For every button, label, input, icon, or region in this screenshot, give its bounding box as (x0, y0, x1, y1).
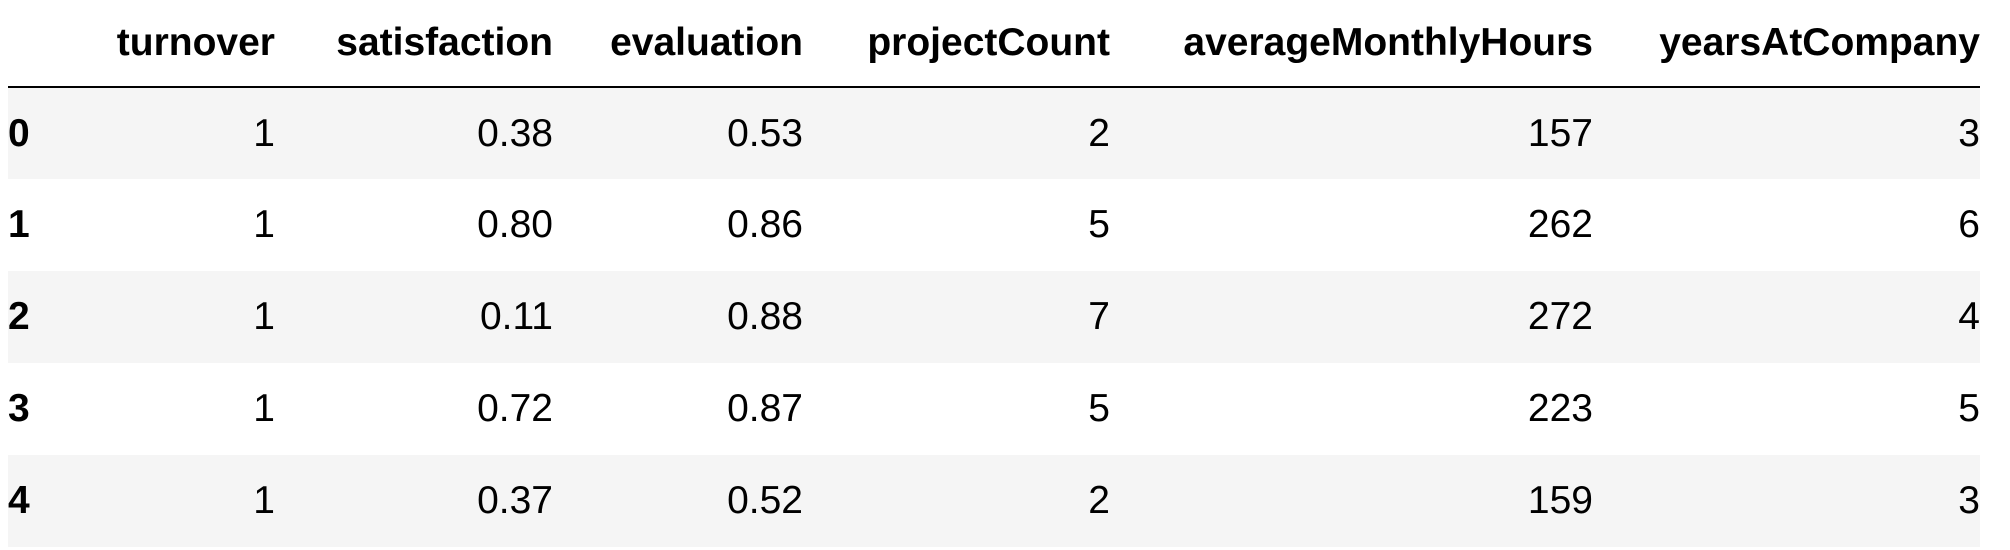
column-header-yearsatcompany: yearsAtCompany (1593, 0, 1980, 88)
table-cell: 0.37 (477, 479, 553, 522)
table-cell: 0.53 (727, 111, 803, 155)
table-cell: 0.86 (727, 203, 803, 246)
table-cell: 3 (1958, 479, 1980, 522)
table-cell: 272 (1527, 295, 1593, 338)
row-index: 1 (8, 203, 30, 246)
table-row: 1 1 0.80 0.86 5 262 6 (8, 179, 1980, 271)
table-header: turnover satisfaction evaluation project… (8, 0, 1980, 88)
table-cell: 0.52 (727, 479, 803, 522)
table-cell: 0.72 (477, 387, 553, 430)
table-row: 4 1 0.37 0.52 2 159 3 (8, 455, 1980, 547)
column-header-evaluation: evaluation (553, 0, 803, 88)
table-cell: 223 (1527, 387, 1593, 430)
table-cell: 0.11 (479, 295, 553, 338)
table-cell: 1 (253, 203, 275, 246)
table-body: 0 1 0.38 0.53 2 157 3 1 1 0.80 0.86 5 26… (8, 87, 1980, 547)
table-cell: 0.80 (477, 203, 553, 246)
column-header-projectcount: projectCount (803, 0, 1110, 88)
table-cell: 1 (253, 295, 275, 338)
table-row: 2 1 0.11 0.88 7 272 4 (8, 271, 1980, 363)
row-index: 4 (8, 479, 30, 522)
table-cell: 262 (1527, 203, 1593, 246)
table-cell: 159 (1527, 479, 1593, 522)
table-cell: 5 (1088, 387, 1110, 430)
table-cell: 0.38 (477, 111, 553, 155)
column-header-satisfaction: satisfaction (275, 0, 553, 88)
table-cell: 5 (1958, 387, 1980, 430)
table-cell: 7 (1088, 295, 1110, 338)
table-cell: 1 (253, 387, 275, 430)
table-cell: 2 (1088, 479, 1110, 522)
table-cell: 5 (1088, 203, 1110, 246)
table-cell: 6 (1958, 203, 1980, 246)
table-cell: 1 (253, 111, 275, 155)
table-row: 0 1 0.38 0.53 2 157 3 (8, 87, 1980, 179)
row-index: 2 (8, 295, 30, 338)
table-cell: 157 (1527, 111, 1593, 155)
table-row: 3 1 0.72 0.87 5 223 5 (8, 363, 1980, 455)
table-cell: 1 (253, 479, 275, 522)
column-header-turnover: turnover (86, 0, 275, 88)
table-cell: 3 (1958, 111, 1980, 155)
table-cell: 0.87 (727, 387, 803, 430)
row-index: 3 (8, 387, 30, 430)
table-cell: 4 (1958, 295, 1980, 338)
column-header-averagemonthlyhours: averageMonthlyHours (1110, 0, 1593, 88)
row-index: 0 (8, 111, 30, 155)
table-cell: 0.88 (727, 295, 803, 338)
table-cell: 2 (1088, 111, 1110, 155)
dataframe-table: turnover satisfaction evaluation project… (8, 0, 1980, 547)
header-row: turnover satisfaction evaluation project… (8, 0, 1980, 88)
index-header (8, 0, 86, 88)
